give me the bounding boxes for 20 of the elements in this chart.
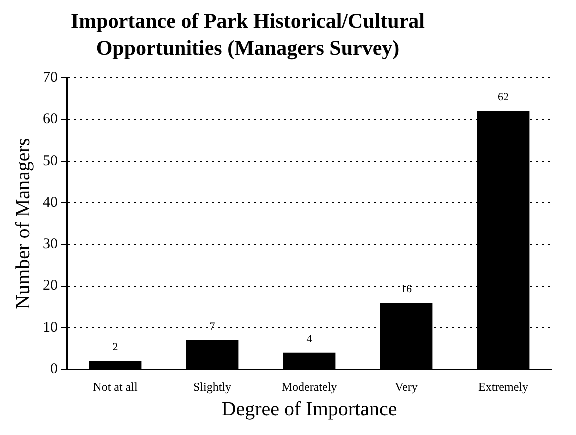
y-tick-label: 20 [43,278,58,294]
y-tick-label: 60 [43,112,58,128]
data-label: 2 [112,342,118,354]
y-tick-label: 70 [43,70,58,86]
y-axis-title: Number of Managers [12,138,34,310]
data-label: 16 [401,283,412,296]
y-tick-label: 50 [43,153,58,170]
x-tick-label: Very [395,380,418,394]
data-label: 4 [306,333,313,346]
y-tick-label: 10 [43,320,58,336]
data-label: 62 [498,92,509,104]
y-tick-label: 40 [43,194,58,211]
x-axis-title: Degree of Importance [222,398,398,420]
x-tick-label: Slightly [193,380,232,394]
x-tick-label: Extremely [478,380,528,394]
x-tick-label: Moderately [282,380,338,394]
x-tick-label: Not at all [93,380,138,394]
y-tick-label: 0 [50,362,58,378]
y-tick-label: 30 [43,236,58,253]
chart-title: Importance of Park Historical/Cultural Opportunities (Managers Survey) [70,8,426,62]
